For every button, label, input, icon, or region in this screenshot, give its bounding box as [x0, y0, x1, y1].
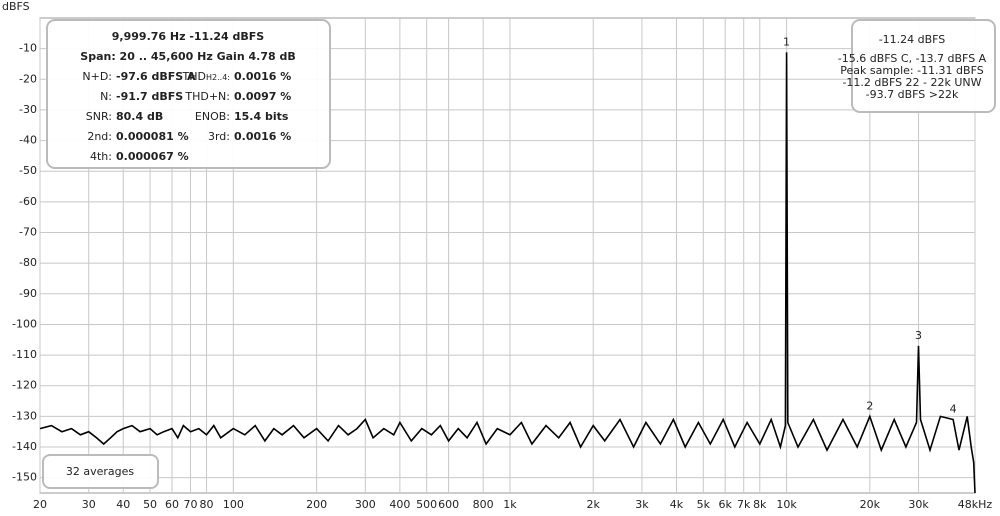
- y-tick-label: -10: [19, 42, 37, 55]
- level-main: -11.24 dBFS: [879, 33, 946, 46]
- averages-panel: [42, 454, 159, 489]
- peak-label: 4: [950, 402, 957, 415]
- y-tick-label: -90: [19, 287, 37, 300]
- peak-label: 2: [866, 399, 873, 412]
- level-line: -93.7 dBFS >22k: [866, 88, 959, 101]
- x-tick-label: 48kHz: [958, 498, 993, 511]
- info-value: 80.4 dB: [116, 110, 163, 123]
- x-tick-label: 20: [33, 498, 47, 511]
- info-label: 2nd:: [87, 130, 112, 143]
- x-tick-label: 5k: [697, 498, 711, 511]
- info-value: -97.6 dBFS A: [116, 70, 196, 83]
- averages-label: 32 averages: [66, 465, 135, 478]
- y-tick-label: -50: [19, 164, 37, 177]
- info-line: 9,999.76 Hz -11.24 dBFS: [112, 30, 265, 43]
- info-value: 0.0097 %: [234, 90, 291, 103]
- info-value: 0.0016 %: [234, 130, 291, 143]
- info-label-main: 3rd:: [208, 130, 230, 143]
- x-tick-label: 80: [200, 498, 214, 511]
- info-label: THDH2..4:: [182, 70, 230, 83]
- y-tick-label: -20: [19, 72, 37, 85]
- y-tick-label: -40: [19, 134, 37, 147]
- x-tick-label: 8k: [753, 498, 767, 511]
- info-label: N:: [100, 90, 112, 103]
- level-line: -11.2 dBFS 22 - 22k UNW: [842, 76, 981, 89]
- info-value: 15.4 bits: [234, 110, 289, 123]
- x-tick-label: 300: [355, 498, 376, 511]
- x-tick-label: 40: [116, 498, 130, 511]
- level-line: -15.6 dBFS C, -13.7 dBFS A: [838, 52, 987, 65]
- y-tick-label: -120: [12, 379, 37, 392]
- x-tick-label: 70: [183, 498, 197, 511]
- info-line: Span: 20 .. 45,600 Hz Gain 4.78 dB: [80, 50, 295, 63]
- x-tick-label: 6k: [719, 498, 733, 511]
- info-label: ENOB:: [195, 110, 230, 123]
- y-tick-label: -80: [19, 256, 37, 269]
- x-tick-label: 20k: [860, 498, 881, 511]
- x-tick-label: 4k: [670, 498, 684, 511]
- spectrum-line: [39, 52, 976, 494]
- y-tick-label: -60: [19, 195, 37, 208]
- x-tick-label: 400: [389, 498, 410, 511]
- info-value: -91.7 dBFS: [116, 90, 183, 103]
- x-tick-label: 10k: [776, 498, 797, 511]
- y-tick-label: -150: [12, 471, 37, 484]
- y-axis-label: dBFS: [2, 0, 30, 13]
- y-tick-label: -100: [12, 317, 37, 330]
- info-value: 0.000081 %: [116, 130, 189, 143]
- info-label: N+D:: [82, 70, 112, 83]
- x-tick-label: 30k: [908, 498, 929, 511]
- y-tick-label: -110: [12, 348, 37, 361]
- info-label: 4th:: [90, 150, 112, 163]
- level-line: Peak sample: -11.31 dBFS: [840, 64, 983, 77]
- peak-label: 3: [915, 329, 922, 342]
- y-tick-label: -70: [19, 226, 37, 239]
- peak-label: 1: [783, 35, 790, 48]
- x-tick-label: 7k: [737, 498, 751, 511]
- info-label: 3rd:: [208, 130, 230, 143]
- x-tick-label: 800: [473, 498, 494, 511]
- x-tick-label: 1k: [503, 498, 517, 511]
- x-tick-label: 500: [416, 498, 437, 511]
- info-label-main: ENOB:: [195, 110, 230, 123]
- x-tick-label: 100: [223, 498, 244, 511]
- x-tick-label: 60: [165, 498, 179, 511]
- y-tick-label: -140: [12, 440, 37, 453]
- y-tick-label: -130: [12, 409, 37, 422]
- info-panel: [46, 19, 331, 169]
- x-tick-label: 600: [438, 498, 459, 511]
- x-tick-label: 200: [306, 498, 327, 511]
- info-label-main: THD+N:: [184, 90, 230, 103]
- x-tick-label: 30: [82, 498, 96, 511]
- info-label-main: THD: [182, 70, 206, 83]
- info-label: THD+N:: [184, 90, 230, 103]
- info-label-sub: H2..4:: [206, 73, 230, 82]
- y-tick-label: -30: [19, 103, 37, 116]
- info-value: 0.0016 %: [234, 70, 291, 83]
- info-value: 0.000067 %: [116, 150, 189, 163]
- level-panel: [851, 19, 996, 113]
- x-tick-label: 3k: [635, 498, 649, 511]
- info-label: SNR:: [86, 110, 112, 123]
- x-tick-label: 2k: [587, 498, 601, 511]
- x-tick-label: 50: [143, 498, 157, 511]
